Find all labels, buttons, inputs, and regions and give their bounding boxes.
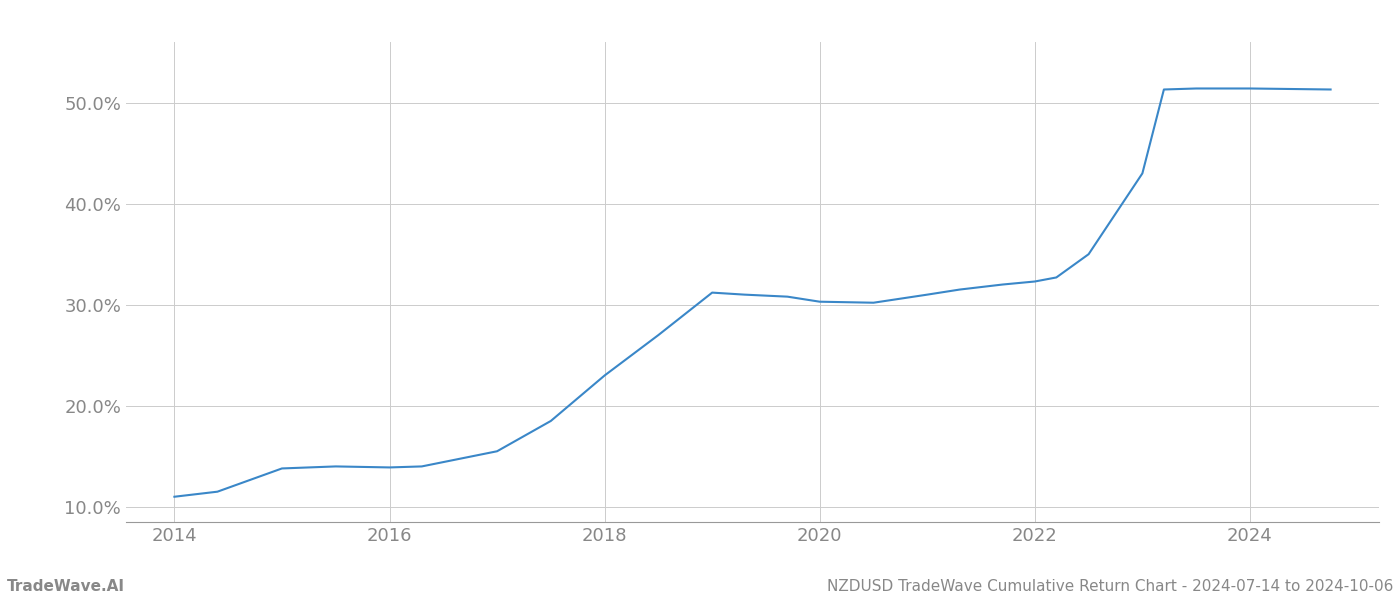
Text: NZDUSD TradeWave Cumulative Return Chart - 2024-07-14 to 2024-10-06: NZDUSD TradeWave Cumulative Return Chart… xyxy=(826,579,1393,594)
Text: TradeWave.AI: TradeWave.AI xyxy=(7,579,125,594)
